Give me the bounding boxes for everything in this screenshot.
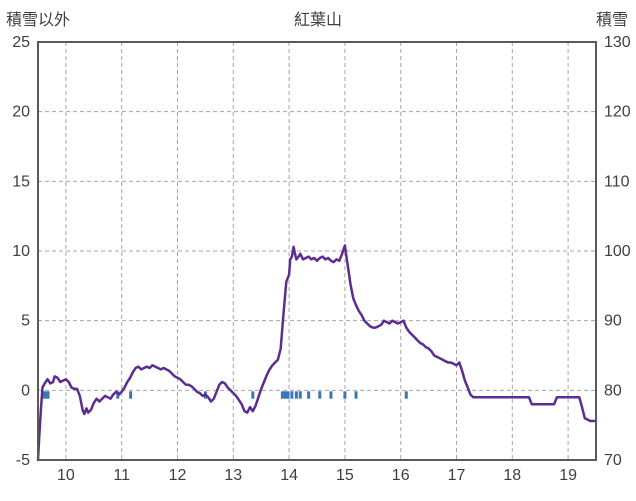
left-y-tick-label: 0 (21, 382, 30, 399)
x-tick-label: 19 (559, 467, 577, 484)
temperature-line (36, 244, 598, 462)
x-tick-label: 12 (169, 467, 187, 484)
right-y-tick-label: 90 (604, 313, 622, 330)
x-tick-label: 16 (392, 467, 410, 484)
chart-title: 紅葉山 (293, 12, 342, 29)
event-tick (294, 391, 298, 399)
event-tick (283, 391, 287, 399)
x-tick-label: 15 (336, 467, 354, 484)
event-tick (129, 391, 133, 399)
left-y-axis-labels: 25 20 15 10 5 0 -5 (12, 34, 30, 469)
right-y-tick-label: 130 (604, 34, 631, 51)
left-y-tick-label: 5 (21, 313, 30, 330)
axis-frame (37, 41, 597, 461)
event-tick (343, 391, 347, 399)
x-tick-label: 18 (503, 467, 521, 484)
right-y-tick-label: 70 (604, 452, 622, 469)
temperature-polyline (36, 244, 598, 462)
event-tick (354, 391, 358, 399)
left-y-tick-label: -5 (16, 452, 30, 469)
right-y-tick-label: 120 (604, 104, 631, 121)
x-tick-label: 13 (224, 467, 242, 484)
event-tick (280, 391, 284, 399)
right-axis-title: 積雪 (595, 12, 628, 29)
left-y-tick-label: 25 (12, 34, 30, 51)
x-tick-label: 11 (113, 467, 130, 484)
event-tick (307, 391, 311, 399)
right-y-axis-labels: 130 120 110 100 90 80 70 (604, 34, 631, 469)
event-tick (290, 391, 294, 399)
left-axis-title: 積雪以外 (6, 12, 71, 29)
right-y-tick-label: 110 (604, 173, 630, 190)
x-tick-label: 14 (280, 467, 298, 484)
event-tick (404, 391, 408, 399)
x-tick-label: 17 (448, 467, 466, 484)
event-tick (329, 391, 333, 399)
gridlines (38, 42, 596, 460)
right-y-tick-label: 80 (604, 382, 622, 399)
event-tick (46, 391, 50, 399)
event-tick (286, 391, 290, 399)
x-tick-label: 10 (57, 467, 75, 484)
event-tick (251, 391, 255, 399)
x-axis-labels: 10 11 12 13 14 15 16 17 18 19 (57, 467, 577, 484)
left-y-tick-label: 10 (12, 243, 30, 260)
event-tick (318, 391, 322, 399)
event-tick (298, 391, 302, 399)
event-tick (43, 391, 47, 399)
right-y-tick-label: 100 (604, 243, 631, 260)
left-y-tick-label: 15 (12, 173, 30, 190)
event-tick-marks (40, 391, 408, 399)
left-y-tick-label: 20 (12, 104, 30, 121)
